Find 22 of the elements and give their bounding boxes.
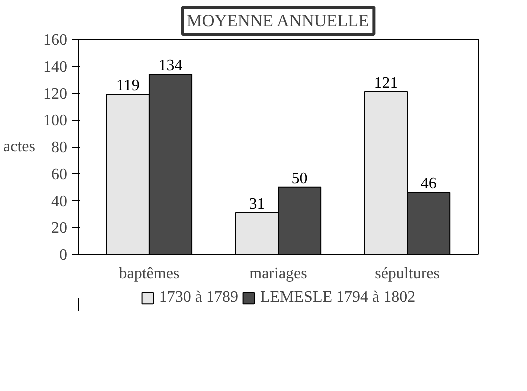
y-tick-label: 40 [52,193,68,210]
data-label: 50 [292,170,308,188]
x-tick-label: mariages [250,266,308,282]
y-axis-title: actes [4,138,36,156]
y-tick-label: 140 [44,58,68,76]
legend-label: 1730 à 1789 [159,289,239,307]
y-tick-label: 120 [44,86,68,103]
data-label: 134 [158,57,183,74]
x-tick-label: sépultures [375,266,440,282]
x-tick-label: baptêmes [119,266,180,282]
data-label: 119 [116,78,140,95]
data-label: 121 [374,74,398,92]
legend-label: LEMESLE 1794 à 1802 [260,289,416,307]
y-tick-label: 100 [44,112,68,130]
y-tick-label: 80 [52,140,68,156]
data-label: 46 [420,176,437,193]
chart-title: MOYENNE ANNUELLE [186,12,370,30]
y-tick-label: 160 [44,32,68,49]
data-label: 31 [249,196,266,213]
y-tick-label: 60 [52,166,68,184]
y-tick-label: 0 [60,247,68,264]
y-tick-label: 20 [52,220,68,238]
